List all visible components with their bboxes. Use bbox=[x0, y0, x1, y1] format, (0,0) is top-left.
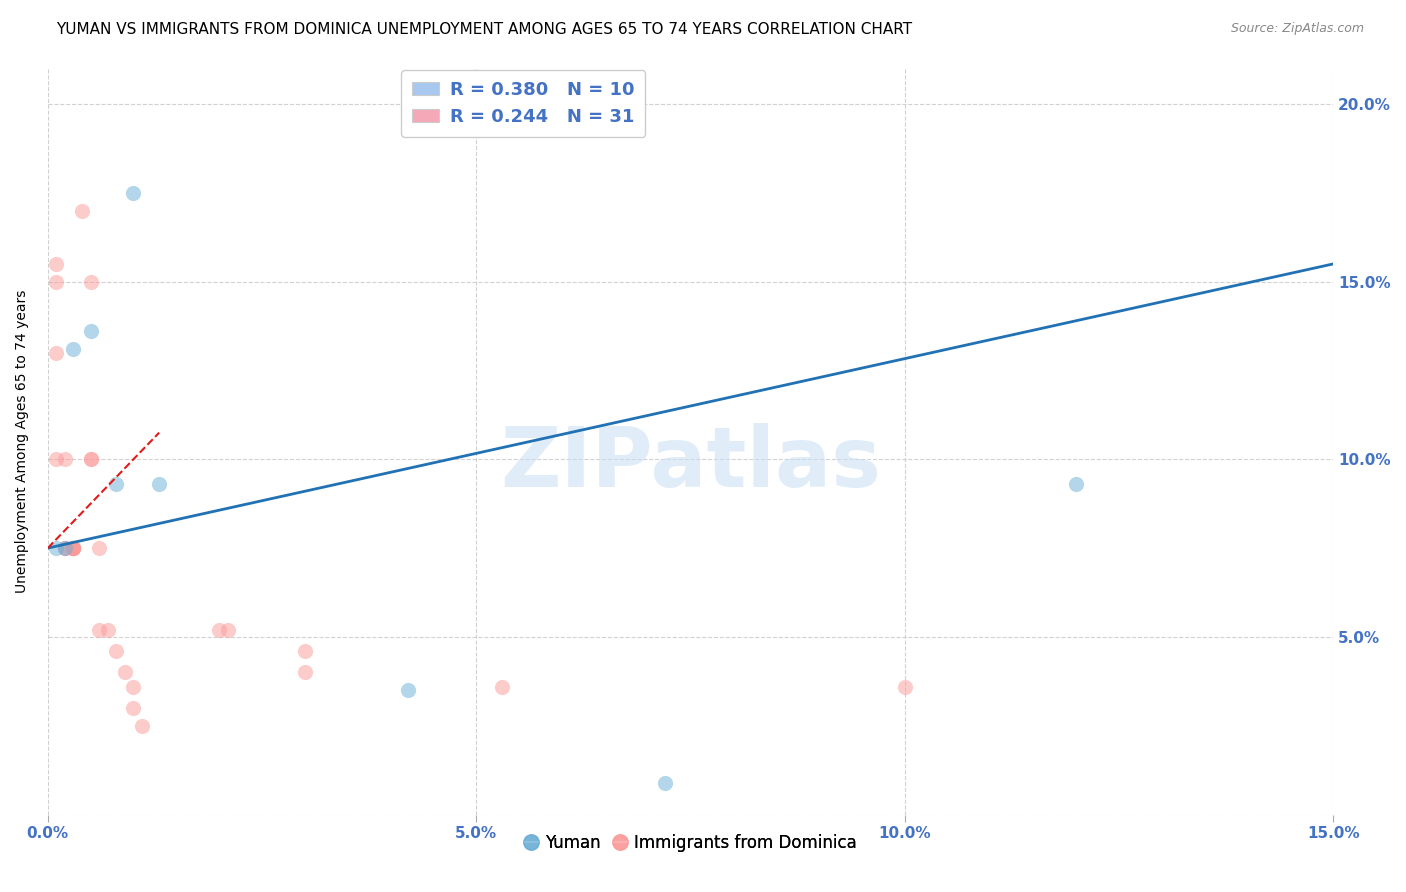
Point bbox=[131, 719, 153, 733]
Text: ZIPatlas: ZIPatlas bbox=[501, 424, 882, 504]
Point bbox=[45, 452, 67, 467]
Point bbox=[148, 477, 170, 491]
Legend: Yuman, Immigrants from Dominica: Yuman, Immigrants from Dominica bbox=[517, 827, 863, 858]
Point bbox=[62, 541, 84, 555]
Text: Source: ZipAtlas.com: Source: ZipAtlas.com bbox=[1230, 22, 1364, 36]
Point bbox=[294, 644, 316, 658]
Point bbox=[62, 541, 84, 555]
Point bbox=[893, 680, 915, 694]
Point bbox=[53, 452, 76, 467]
Point bbox=[89, 623, 111, 637]
Point bbox=[114, 665, 136, 680]
Point bbox=[53, 541, 76, 555]
Point bbox=[396, 683, 419, 698]
Point bbox=[53, 541, 76, 555]
Text: YUMAN VS IMMIGRANTS FROM DOMINICA UNEMPLOYMENT AMONG AGES 65 TO 74 YEARS CORRELA: YUMAN VS IMMIGRANTS FROM DOMINICA UNEMPL… bbox=[56, 22, 912, 37]
Point bbox=[208, 623, 231, 637]
Point bbox=[89, 541, 111, 555]
Point bbox=[294, 665, 316, 680]
Point bbox=[62, 541, 84, 555]
Point bbox=[654, 775, 676, 789]
Point bbox=[491, 680, 513, 694]
Point bbox=[105, 477, 128, 491]
Point bbox=[79, 452, 101, 467]
Point bbox=[122, 680, 145, 694]
Point bbox=[62, 541, 84, 555]
Point bbox=[79, 452, 101, 467]
Point bbox=[122, 186, 145, 200]
Point bbox=[62, 541, 84, 555]
Point bbox=[122, 701, 145, 715]
Point bbox=[217, 623, 239, 637]
Point bbox=[45, 257, 67, 271]
Point bbox=[45, 345, 67, 359]
Point bbox=[62, 541, 84, 555]
Point bbox=[97, 623, 120, 637]
Point bbox=[45, 541, 67, 555]
Point bbox=[79, 275, 101, 289]
Point bbox=[70, 203, 93, 218]
Point bbox=[79, 325, 101, 339]
Point bbox=[105, 644, 128, 658]
Point bbox=[1064, 477, 1087, 491]
Point bbox=[62, 342, 84, 356]
Point bbox=[53, 541, 76, 555]
Point bbox=[45, 275, 67, 289]
Y-axis label: Unemployment Among Ages 65 to 74 years: Unemployment Among Ages 65 to 74 years bbox=[15, 290, 30, 593]
